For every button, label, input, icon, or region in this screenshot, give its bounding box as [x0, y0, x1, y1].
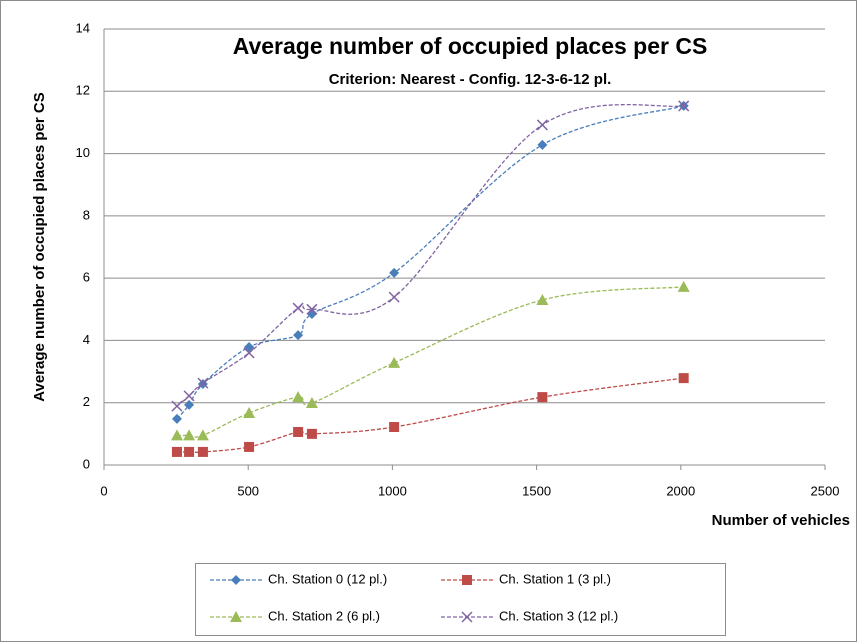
chart-subtitle: Criterion: Nearest - Config. 12-3-6-12 p…	[329, 71, 612, 88]
data-point	[306, 428, 317, 439]
data-point	[306, 303, 318, 315]
data-point	[243, 347, 255, 359]
x-tick-label: 0	[100, 483, 107, 498]
data-point	[184, 399, 195, 410]
legend-marker	[462, 575, 472, 585]
series-line	[176, 377, 684, 453]
data-point	[171, 400, 183, 412]
data-point	[171, 446, 182, 457]
data-point	[677, 280, 690, 292]
y-tick-label: 8	[83, 207, 90, 222]
data-point	[536, 293, 549, 305]
data-point	[292, 302, 304, 314]
data-point	[678, 100, 690, 112]
data-point	[243, 406, 256, 418]
y-axis-label: Average number of occupied places per CS	[31, 92, 48, 402]
legend-label: Ch. Station 2 (6 pl.)	[268, 608, 380, 623]
data-point	[197, 446, 208, 457]
data-point	[244, 441, 255, 452]
legend-label: Ch. Station 1 (3 pl.)	[499, 571, 611, 586]
data-point	[171, 413, 182, 424]
y-tick-label: 0	[83, 456, 90, 471]
x-tick-label: 2500	[811, 483, 840, 498]
x-tick-label: 500	[237, 483, 259, 498]
y-tick-label: 10	[76, 145, 90, 160]
data-point	[537, 139, 548, 150]
data-point	[388, 356, 401, 368]
x-tick-label: 2000	[666, 483, 695, 498]
data-point	[305, 397, 318, 409]
legend-box	[195, 563, 726, 636]
legend-label: Ch. Station 3 (12 pl.)	[499, 608, 618, 623]
chart-title: Average number of occupied places per CS	[233, 33, 708, 59]
data-point	[537, 392, 548, 403]
y-tick-label: 12	[76, 83, 90, 98]
legend-marker	[461, 611, 473, 623]
x-tick-label: 1500	[522, 483, 551, 498]
legend-marker	[230, 611, 242, 622]
data-point	[293, 426, 304, 437]
data-point	[197, 377, 209, 389]
legend-marker	[231, 575, 241, 585]
x-tick-label: 1000	[378, 483, 407, 498]
legend-label: Ch. Station 0 (12 pl.)	[268, 571, 387, 586]
data-point	[292, 391, 305, 403]
data-point	[389, 422, 400, 433]
y-tick-label: 14	[76, 20, 90, 35]
data-point	[183, 429, 196, 441]
data-point	[170, 429, 183, 441]
data-point	[678, 373, 689, 384]
data-point	[196, 429, 209, 441]
x-axis-label: Number of vehicles	[712, 512, 850, 529]
data-point	[388, 291, 400, 303]
data-point	[536, 119, 548, 131]
data-point	[389, 267, 400, 278]
data-point	[184, 446, 195, 457]
y-tick-label: 4	[83, 332, 90, 347]
y-tick-label: 6	[83, 270, 90, 285]
data-point	[183, 390, 195, 402]
data-point	[293, 330, 304, 341]
y-tick-label: 2	[83, 394, 90, 409]
